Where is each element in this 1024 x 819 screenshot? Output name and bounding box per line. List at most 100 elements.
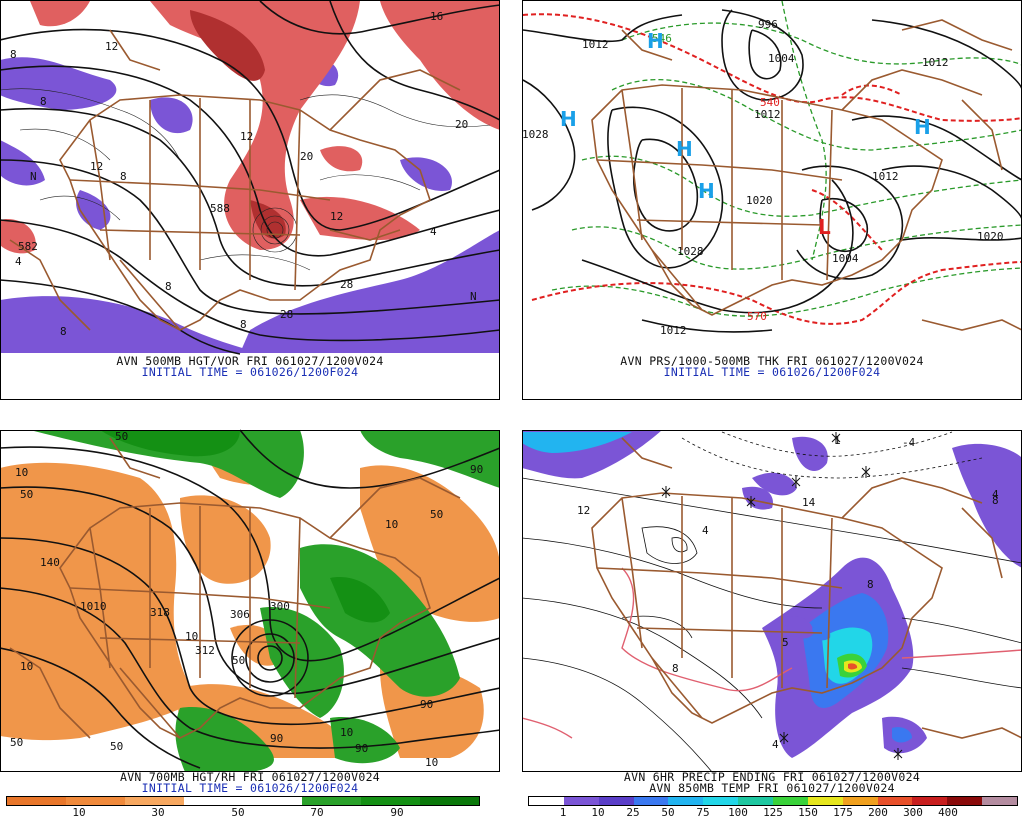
- contour-label: 90: [470, 463, 483, 476]
- legend-swatch: [7, 797, 66, 805]
- contour-label: 4: [15, 255, 22, 268]
- legend-tick: 30: [151, 806, 165, 819]
- map-borders: [591, 437, 1022, 739]
- snow-symbols: [661, 432, 903, 760]
- contour-label: 4: [772, 738, 779, 751]
- legend-tick: 100: [728, 806, 748, 819]
- panel-caption: AVN PRS/1000-500MB THK FRI 061027/1200V0…: [620, 354, 924, 368]
- legend-tick: 300: [903, 806, 923, 819]
- panel-initial-time: INITIAL TIME = 061026/1200F024: [141, 365, 359, 379]
- thickness-label: 546: [652, 32, 672, 45]
- contour-label: 10: [185, 630, 198, 643]
- contour-label: 10: [340, 726, 353, 739]
- low-pressure-center: L: [818, 215, 831, 239]
- rh-very-moist-areas: [100, 430, 390, 623]
- isobar-label: 1012: [872, 170, 899, 183]
- contour-label: N: [470, 290, 477, 303]
- contour-label: 8: [672, 662, 679, 675]
- legend-tick: 50: [231, 806, 245, 819]
- contour-label: 10: [15, 466, 28, 479]
- contour-label: 12: [240, 130, 253, 143]
- contour-label: 318: [150, 606, 170, 619]
- high-pressure-center: H: [560, 107, 577, 131]
- isobar-label: 1012: [660, 324, 687, 337]
- contour-label: 10: [20, 660, 33, 673]
- isobars: [522, 9, 1022, 333]
- contour-labels: -4 1 8 4 14 8 5 4 12 8 4: [577, 434, 999, 751]
- isobar-labels: 1012 996 1004 1012 1028 1020 1012 1028 1…: [522, 18, 1004, 337]
- isobar-label: 996: [758, 18, 778, 31]
- legend-swatch: [361, 797, 420, 805]
- contour-label: 10: [385, 518, 398, 531]
- contour-label: N: [30, 170, 37, 183]
- legend-tick: 90: [390, 806, 404, 819]
- isobar-label: 1020: [746, 194, 773, 207]
- legend-swatch: [529, 797, 564, 805]
- legend-swatch: [302, 797, 361, 805]
- contour-label: -4: [902, 436, 916, 449]
- contour-label: 28: [340, 278, 353, 291]
- panel-surface-pressure: 1012 996 1004 1012 1028 1020 1012 1028 1…: [522, 0, 1022, 400]
- map-pressure: 1012 996 1004 1012 1028 1020 1012 1028 1…: [522, 0, 1022, 354]
- panel-500mb-vorticity: 8 12 16 20 8 12 N 12 8 4 8 582 8 N 12 28…: [0, 0, 500, 400]
- contour-label: 8: [60, 325, 67, 338]
- legend-swatch: [842, 797, 878, 805]
- thickness-540-570: [522, 13, 1022, 325]
- contour-label: 4: [702, 524, 709, 537]
- vorticity-contours: [0, 88, 491, 271]
- map-precip: -4 1 8 4 14 8 5 4 12 8 4: [522, 430, 1022, 773]
- legend-swatch: [738, 797, 774, 805]
- contour-label: 8: [120, 170, 127, 183]
- panel-subcaption: AVN 850MB TEMP FRI 061027/1200V024: [649, 781, 895, 795]
- panel-initial-time: INITIAL TIME = 061026/1200F024: [663, 365, 881, 379]
- contour-label: 582: [18, 240, 38, 253]
- contour-label: 50: [20, 488, 33, 501]
- legend-tick: 150: [798, 806, 818, 819]
- contour-label: 50: [430, 508, 443, 521]
- legend-swatch: [947, 797, 983, 805]
- legend-tick: 70: [310, 806, 324, 819]
- legend-tick: 200: [868, 806, 888, 819]
- legend-swatch: [633, 797, 669, 805]
- legend-tick: 50: [661, 806, 675, 819]
- contour-labels: 50 10 50 90 50 10 140 1010 318 10 312 30…: [10, 430, 483, 769]
- panel-caption: AVN 500MB HGT/VOR FRI 061027/1200V024: [116, 354, 384, 368]
- isobar-label: 1012: [754, 108, 781, 121]
- high-pressure-center: H: [647, 29, 664, 53]
- precip-color-legend: [528, 796, 1018, 806]
- legend-swatch: [668, 797, 704, 805]
- contour-label: 140: [40, 556, 60, 569]
- high-pressure-center: H: [914, 115, 931, 139]
- map-700mb: 50 10 50 90 50 10 140 1010 318 10 312 30…: [0, 429, 500, 772]
- legend-swatch: [807, 797, 843, 805]
- high-pressure-center: H: [676, 137, 693, 161]
- legend-swatch: [66, 797, 125, 805]
- contour-label: 1: [834, 434, 841, 447]
- contour-label: 8: [867, 578, 874, 591]
- contour-labels: 8 12 16 20 8 12 N 12 8 4 8 582 8 N 12 28…: [10, 10, 477, 338]
- legend-tick: 125: [763, 806, 783, 819]
- contour-label: 8: [240, 318, 247, 331]
- legend-swatch: [125, 797, 184, 805]
- contour-label: 90: [420, 698, 433, 711]
- panel-initial-time: INITIAL TIME = 061026/1200F024: [141, 781, 359, 795]
- map-500mb: 8 12 16 20 8 12 N 12 8 4 8 582 8 N 12 28…: [0, 0, 500, 355]
- contour-label: 5: [782, 636, 789, 649]
- high-pressure-center: H: [698, 179, 715, 203]
- legend-swatch: [703, 797, 739, 805]
- thickness-label: 540: [760, 96, 780, 109]
- legend-tick: 175: [833, 806, 853, 819]
- height-contours: [0, 0, 500, 355]
- isobar-label: 1004: [832, 252, 859, 265]
- contour-label: 50: [232, 654, 245, 667]
- legend-tick: 75: [696, 806, 710, 819]
- contour-label: 8: [10, 48, 17, 61]
- contour-label: 20: [455, 118, 468, 131]
- legend-tick: 400: [938, 806, 958, 819]
- contour-label: 312: [195, 644, 215, 657]
- thickness-label: 570: [747, 310, 767, 323]
- map-borders: [9, 29, 461, 331]
- rh-color-legend: [6, 796, 480, 806]
- contour-label: 50: [110, 740, 123, 753]
- isobar-label: 1028: [677, 245, 704, 258]
